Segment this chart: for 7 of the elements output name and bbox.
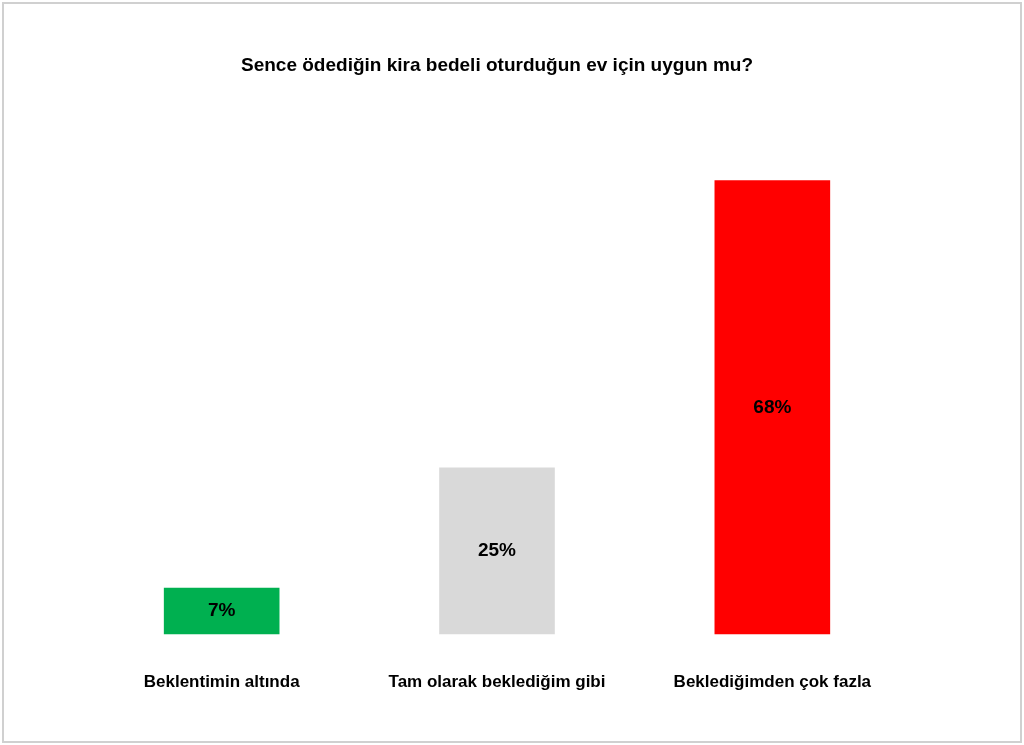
x-tick-label: Beklediğimden çok fazla	[673, 672, 872, 692]
chart-title: Sence ödediğin kira bedeli oturduğun ev için uygun mu?	[241, 53, 753, 75]
data-label: 25%	[477, 539, 517, 561]
x-tick-label: Tam olarak beklediğim gibi	[388, 672, 606, 692]
data-label: 7%	[207, 599, 236, 621]
x-tick-label: Beklentimin altında	[143, 672, 301, 692]
data-label: 68%	[753, 395, 792, 417]
